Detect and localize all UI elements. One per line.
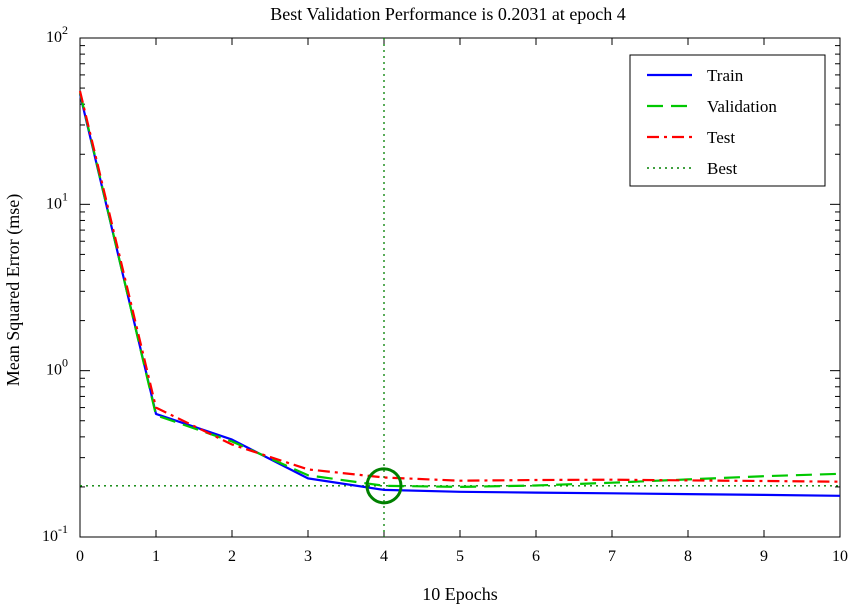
y-tick-label: 101 (46, 189, 68, 212)
x-tick-label: 10 (832, 548, 848, 565)
chart-title: Best Validation Performance is 0.2031 at… (270, 4, 626, 24)
plot-axes: 0 1 2 3 4 5 6 7 8 9 10 102 101 100 10-1 (42, 23, 848, 565)
legend-label-test: Test (707, 128, 735, 147)
legend-label-train: Train (707, 66, 744, 85)
x-tick-label: 4 (380, 548, 388, 565)
x-tick-label: 6 (532, 548, 540, 565)
x-tick-label: 9 (760, 548, 768, 565)
x-tick-label: 2 (228, 548, 236, 565)
legend: Train Validation Test Best (629, 54, 826, 187)
x-axis-label: 10 Epochs (422, 584, 498, 604)
x-tick-label: 0 (76, 548, 84, 565)
y-tick-label: 102 (46, 23, 68, 46)
plot-area (78, 38, 841, 537)
y-tick-label: 10-1 (42, 522, 68, 545)
x-tick-label: 8 (684, 548, 692, 565)
legend-box (629, 54, 826, 187)
y-tick-label: 100 (46, 356, 68, 379)
x-tick-label: 7 (608, 548, 616, 565)
best-marker (365, 467, 403, 505)
x-tick-label: 3 (304, 548, 312, 565)
x-tick-label: 1 (152, 548, 160, 565)
legend-label-best: Best (707, 159, 738, 178)
legend-label-validation: Validation (707, 97, 777, 116)
y-axis-label: Mean Squared Error (mse) (3, 194, 24, 386)
series-line-test (78, 90, 841, 483)
x-tick-label: 5 (456, 548, 464, 565)
